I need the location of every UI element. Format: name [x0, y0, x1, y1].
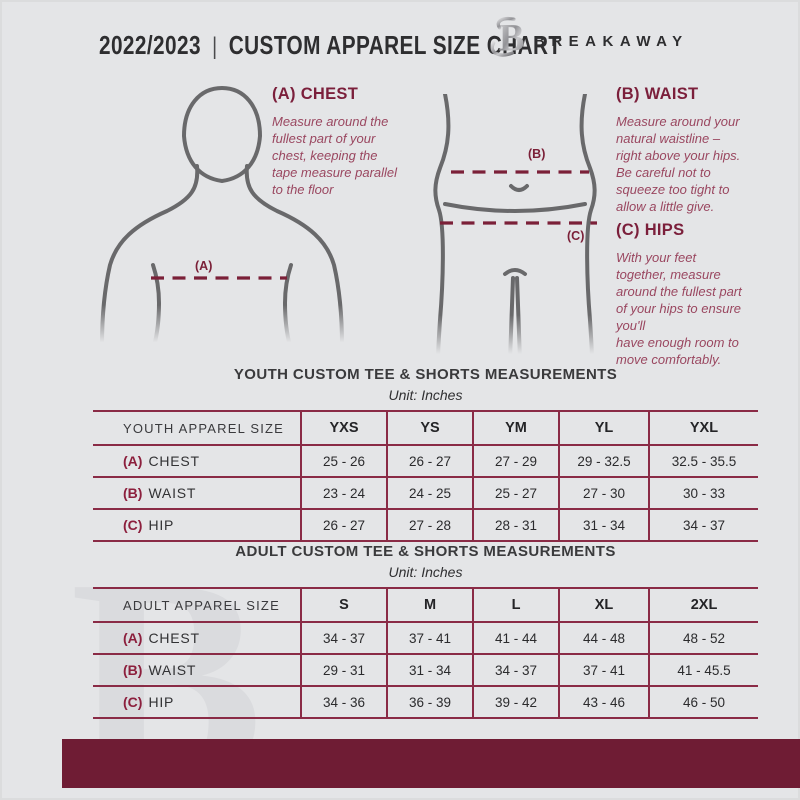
table-cell: 41 - 44: [472, 623, 558, 655]
table-cell: 34 - 37: [472, 655, 558, 687]
instruction-hips-heading: (C) HIPS: [616, 221, 685, 239]
adult-chest-row-label: (A) CHEST: [93, 623, 300, 655]
instruction-waist-body: Measure around your natural waistline – …: [616, 114, 741, 214]
adult-table-header-xl: XL: [558, 589, 648, 623]
footer-accent-bar: [62, 739, 800, 788]
table-cell: 26 - 27: [300, 510, 386, 540]
brand-name: BREAKAWAY: [534, 33, 689, 50]
youth-section-title: YOUTH CUSTOM TEE & SHORTS MEASUREMENTS: [233, 366, 618, 383]
instruction-chest: (A) CHEST Measure around the fullest par…: [272, 85, 412, 198]
table-cell: 27 - 30: [558, 478, 648, 510]
adult-table-header-m: M: [386, 589, 472, 623]
table-cell: 36 - 39: [386, 687, 472, 717]
youth-table-header-yl: YL: [558, 412, 648, 446]
table-cell: 31 - 34: [558, 510, 648, 540]
adult-table-header-s: S: [300, 589, 386, 623]
adult-waist-label: WAIST: [148, 662, 197, 678]
table-cell: 25 - 27: [472, 478, 558, 510]
table-cell: 31 - 34: [386, 655, 472, 687]
header-year: 2022/2023: [99, 30, 201, 60]
table-cell: 39 - 42: [472, 687, 558, 717]
table-cell: 29 - 31: [300, 655, 386, 687]
hips-line-label: (C): [567, 229, 584, 243]
youth-section-unit: Unit: Inches: [388, 387, 463, 403]
adult-hip-row-label: (C) HIP: [93, 687, 300, 717]
youth-hip-label: HIP: [148, 517, 175, 533]
chest-line-label: (A): [195, 259, 212, 273]
table-cell: 28 - 31: [472, 510, 558, 540]
adult-section-title: ADULT CUSTOM TEE & SHORTS MEASUREMENTS: [235, 543, 616, 560]
table-cell: 32.5 - 35.5: [648, 446, 758, 478]
adult-table-header-label: ADULT APPAREL SIZE: [93, 589, 300, 623]
table-cell: 30 - 33: [648, 478, 758, 510]
waist-line-label: (B): [528, 147, 545, 161]
youth-waist-prefix: (B): [123, 485, 143, 501]
youth-waist-label: WAIST: [148, 485, 197, 501]
table-cell: 37 - 41: [386, 623, 472, 655]
adult-section-unit: Unit: Inches: [388, 564, 463, 580]
table-cell: 34 - 37: [648, 510, 758, 540]
instruction-chest-heading: (A) CHEST: [272, 85, 359, 103]
instruction-waist-heading: (B) WAIST: [616, 85, 699, 103]
adult-chest-label: CHEST: [148, 630, 200, 646]
table-cell: 34 - 36: [300, 687, 386, 717]
table-cell: 24 - 25: [386, 478, 472, 510]
table-cell: 48 - 52: [648, 623, 758, 655]
youth-waist-row-label: (B) WAIST: [93, 478, 300, 510]
youth-table-header-yxl: YXL: [648, 412, 758, 446]
table-cell: 41 - 45.5: [648, 655, 758, 687]
table-cell: 34 - 37: [300, 623, 386, 655]
header-separator: |: [212, 33, 218, 60]
brand-logo: B: [486, 14, 530, 60]
youth-hip-row-label: (C) HIP: [93, 510, 300, 540]
table-cell: 43 - 46: [558, 687, 648, 717]
table-cell: 46 - 50: [648, 687, 758, 717]
table-cell: 29 - 32.5: [558, 446, 648, 478]
adult-table-header-l: L: [472, 589, 558, 623]
adult-hip-label: HIP: [148, 694, 175, 710]
table-cell: 37 - 41: [558, 655, 648, 687]
youth-table-header-ys: YS: [386, 412, 472, 446]
adult-hip-prefix: (C): [123, 694, 143, 710]
figure-fade-right: [425, 315, 605, 365]
table-cell: 44 - 48: [558, 623, 648, 655]
table-cell: 26 - 27: [386, 446, 472, 478]
figure-fade-left: [95, 305, 345, 353]
upper-body-diagram: (A): [100, 85, 344, 348]
breakaway-logo-icon: B: [490, 17, 525, 60]
youth-size-table: YOUTH APPAREL SIZE YXS YS YM YL YXL (A) C…: [93, 410, 758, 542]
adult-size-table: ADULT APPAREL SIZE S M L XL 2XL (A) CHEST…: [93, 587, 758, 719]
table-cell: 27 - 28: [386, 510, 472, 540]
adult-waist-prefix: (B): [123, 662, 143, 678]
table-cell: 27 - 29: [472, 446, 558, 478]
table-cell: 25 - 26: [300, 446, 386, 478]
adult-waist-row-label: (B) WAIST: [93, 655, 300, 687]
youth-table-header-label: YOUTH APPAREL SIZE: [93, 412, 300, 446]
youth-hip-prefix: (C): [123, 517, 143, 533]
adult-chest-prefix: (A): [123, 630, 143, 646]
adult-table-header-2xl: 2XL: [648, 589, 758, 623]
youth-table-header-yxs: YXS: [300, 412, 386, 446]
youth-table-header-ym: YM: [472, 412, 558, 446]
table-cell: 23 - 24: [300, 478, 386, 510]
instruction-hips-body: With your feet together, measure around …: [616, 250, 742, 367]
youth-chest-row-label: (A) CHEST: [93, 446, 300, 478]
youth-chest-label: CHEST: [148, 453, 200, 469]
instruction-waist: (B) WAIST Measure around your natural wa…: [616, 85, 756, 215]
youth-chest-prefix: (A): [123, 453, 143, 469]
instruction-hips: (C) HIPS With your feet together, measur…: [616, 221, 774, 368]
instruction-chest-body: Measure around the fullest part of your …: [272, 114, 398, 197]
